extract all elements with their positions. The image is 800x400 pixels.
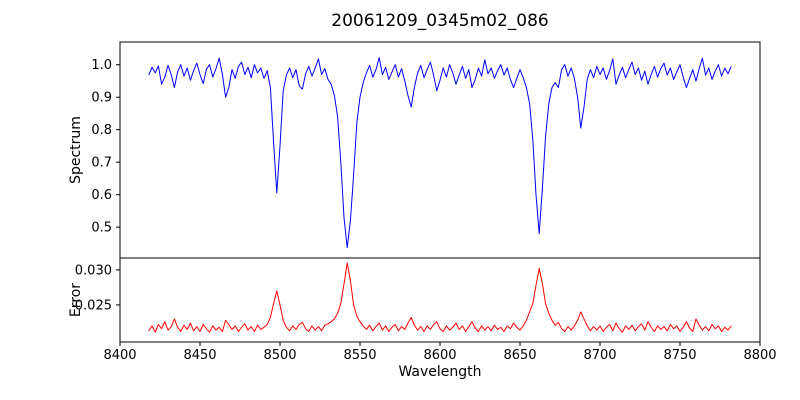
error-line bbox=[148, 262, 732, 333]
x-tick-label: 8800 bbox=[743, 348, 776, 363]
y-tick-label: 0.9 bbox=[91, 91, 112, 106]
x-tick-label: 8400 bbox=[103, 348, 136, 363]
x-tick-label: 8750 bbox=[663, 348, 696, 363]
x-tick-label: 8700 bbox=[583, 348, 616, 363]
x-tick-label: 8500 bbox=[263, 348, 296, 363]
y-tick-label: 0.7 bbox=[91, 156, 112, 171]
y-tick-label: 0.030 bbox=[75, 263, 112, 278]
y-tick-label: 0.025 bbox=[75, 298, 112, 313]
chart-title: 20061209_0345m02_086 bbox=[331, 11, 549, 31]
x-tick-label: 8550 bbox=[343, 348, 376, 363]
x-axis-label: Wavelength bbox=[398, 364, 482, 380]
y-tick-label: 0.5 bbox=[91, 221, 112, 236]
x-tick-label: 8600 bbox=[423, 348, 456, 363]
y-tick-label: 0.6 bbox=[91, 188, 112, 203]
x-tick-label: 8450 bbox=[183, 348, 216, 363]
y-tick-label: 0.8 bbox=[91, 123, 112, 138]
spectrum-line bbox=[148, 57, 732, 249]
spectrum-axes-border bbox=[119, 41, 761, 259]
y-tick-label: 1.0 bbox=[91, 58, 112, 73]
x-tick-label: 8650 bbox=[503, 348, 536, 363]
